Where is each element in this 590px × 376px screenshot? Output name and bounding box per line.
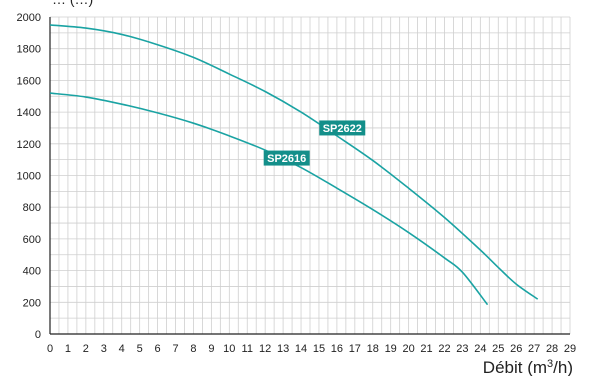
x-tick-label: 5 [137,343,143,355]
series-label-sp2616: SP2616 [267,153,306,165]
y-tick-labels: 0 200 400 600 800 1000 1200 1400 1600 1800 2000 [17,12,41,341]
x-tick-label: 4 [119,343,125,355]
top-label-fragment: … (…) [52,0,93,7]
x-tick-label: 20 [402,343,414,355]
x-tick-label: 7 [172,343,178,355]
series-label-box-sp2616 [263,150,310,166]
x-tick-label: 21 [420,343,432,355]
y-tick-label: 1800 [17,44,41,56]
x-axis-label-sup: 3 [547,358,553,370]
y-tick-label: 0 [35,329,41,341]
x-tick-label: 19 [385,343,397,355]
x-axis-label: Débit (m3/h) [483,358,573,376]
y-tick-label: 200 [23,297,41,309]
x-tick-label: 0 [47,343,53,355]
grid [49,16,571,335]
x-tick-label: 10 [223,343,235,355]
x-tick-label: 12 [259,343,271,355]
x-tick-label: 24 [474,343,486,355]
x-tick-label: 16 [331,343,343,355]
y-tick-label: 400 [23,266,41,278]
y-tick-label: 1400 [17,107,41,119]
x-tick-label: 9 [208,343,214,355]
y-tick-label: 1200 [17,139,41,151]
y-tick-label: 800 [23,202,41,214]
x-tick-label: 22 [438,343,450,355]
x-tick-label: 17 [349,343,361,355]
y-tick-label: 1000 [17,171,41,183]
y-tick-label: 600 [23,234,41,246]
x-tick-label: 13 [277,343,289,355]
x-tick-label: 14 [295,343,307,355]
x-tick-label: 23 [456,343,468,355]
x-tick-label: 3 [101,343,107,355]
x-tick-label: 2 [83,343,89,355]
y-tick-label: 2000 [17,12,41,24]
x-axis-label-end: /h) [553,358,573,376]
x-tick-label: 8 [190,343,196,355]
x-tick-label: 11 [242,343,253,355]
series-label-sp2622: SP2622 [323,123,362,135]
x-tick-label: 27 [528,343,540,355]
x-tick-label: 15 [313,343,325,355]
series-line-sp2622 [49,24,539,300]
x-tick-label: 25 [492,343,504,355]
x-tick-label: 29 [564,343,576,355]
x-tick-label: 6 [155,343,161,355]
series-label-box-sp2622 [319,120,366,136]
axes [49,17,570,335]
x-tick-label: 18 [367,343,379,355]
x-tick-labels: 0 1 2 3 4 5 6 7 8 9 10 11 12 13 14 15 16 17 18 19 20 21 22 23 24… [47,343,576,355]
series-labels: SP2622 SP2616 [263,120,366,166]
y-tick-label: 1600 [17,75,41,87]
x-tick-label: 26 [510,343,522,355]
x-tick-label: 28 [546,343,558,355]
x-axis-label-main: Débit (m [483,358,547,376]
x-tick-label: 1 [65,343,71,355]
